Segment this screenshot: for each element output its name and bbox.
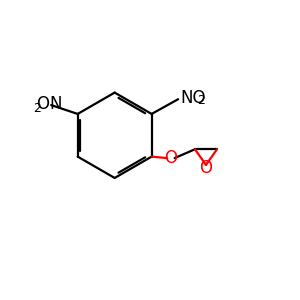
Text: 2: 2 [197, 94, 205, 107]
Text: NO: NO [181, 89, 206, 107]
Text: N: N [49, 94, 62, 112]
Text: O: O [36, 94, 49, 112]
Text: O: O [164, 149, 177, 167]
Text: O: O [200, 159, 212, 177]
Text: 2: 2 [33, 101, 41, 115]
